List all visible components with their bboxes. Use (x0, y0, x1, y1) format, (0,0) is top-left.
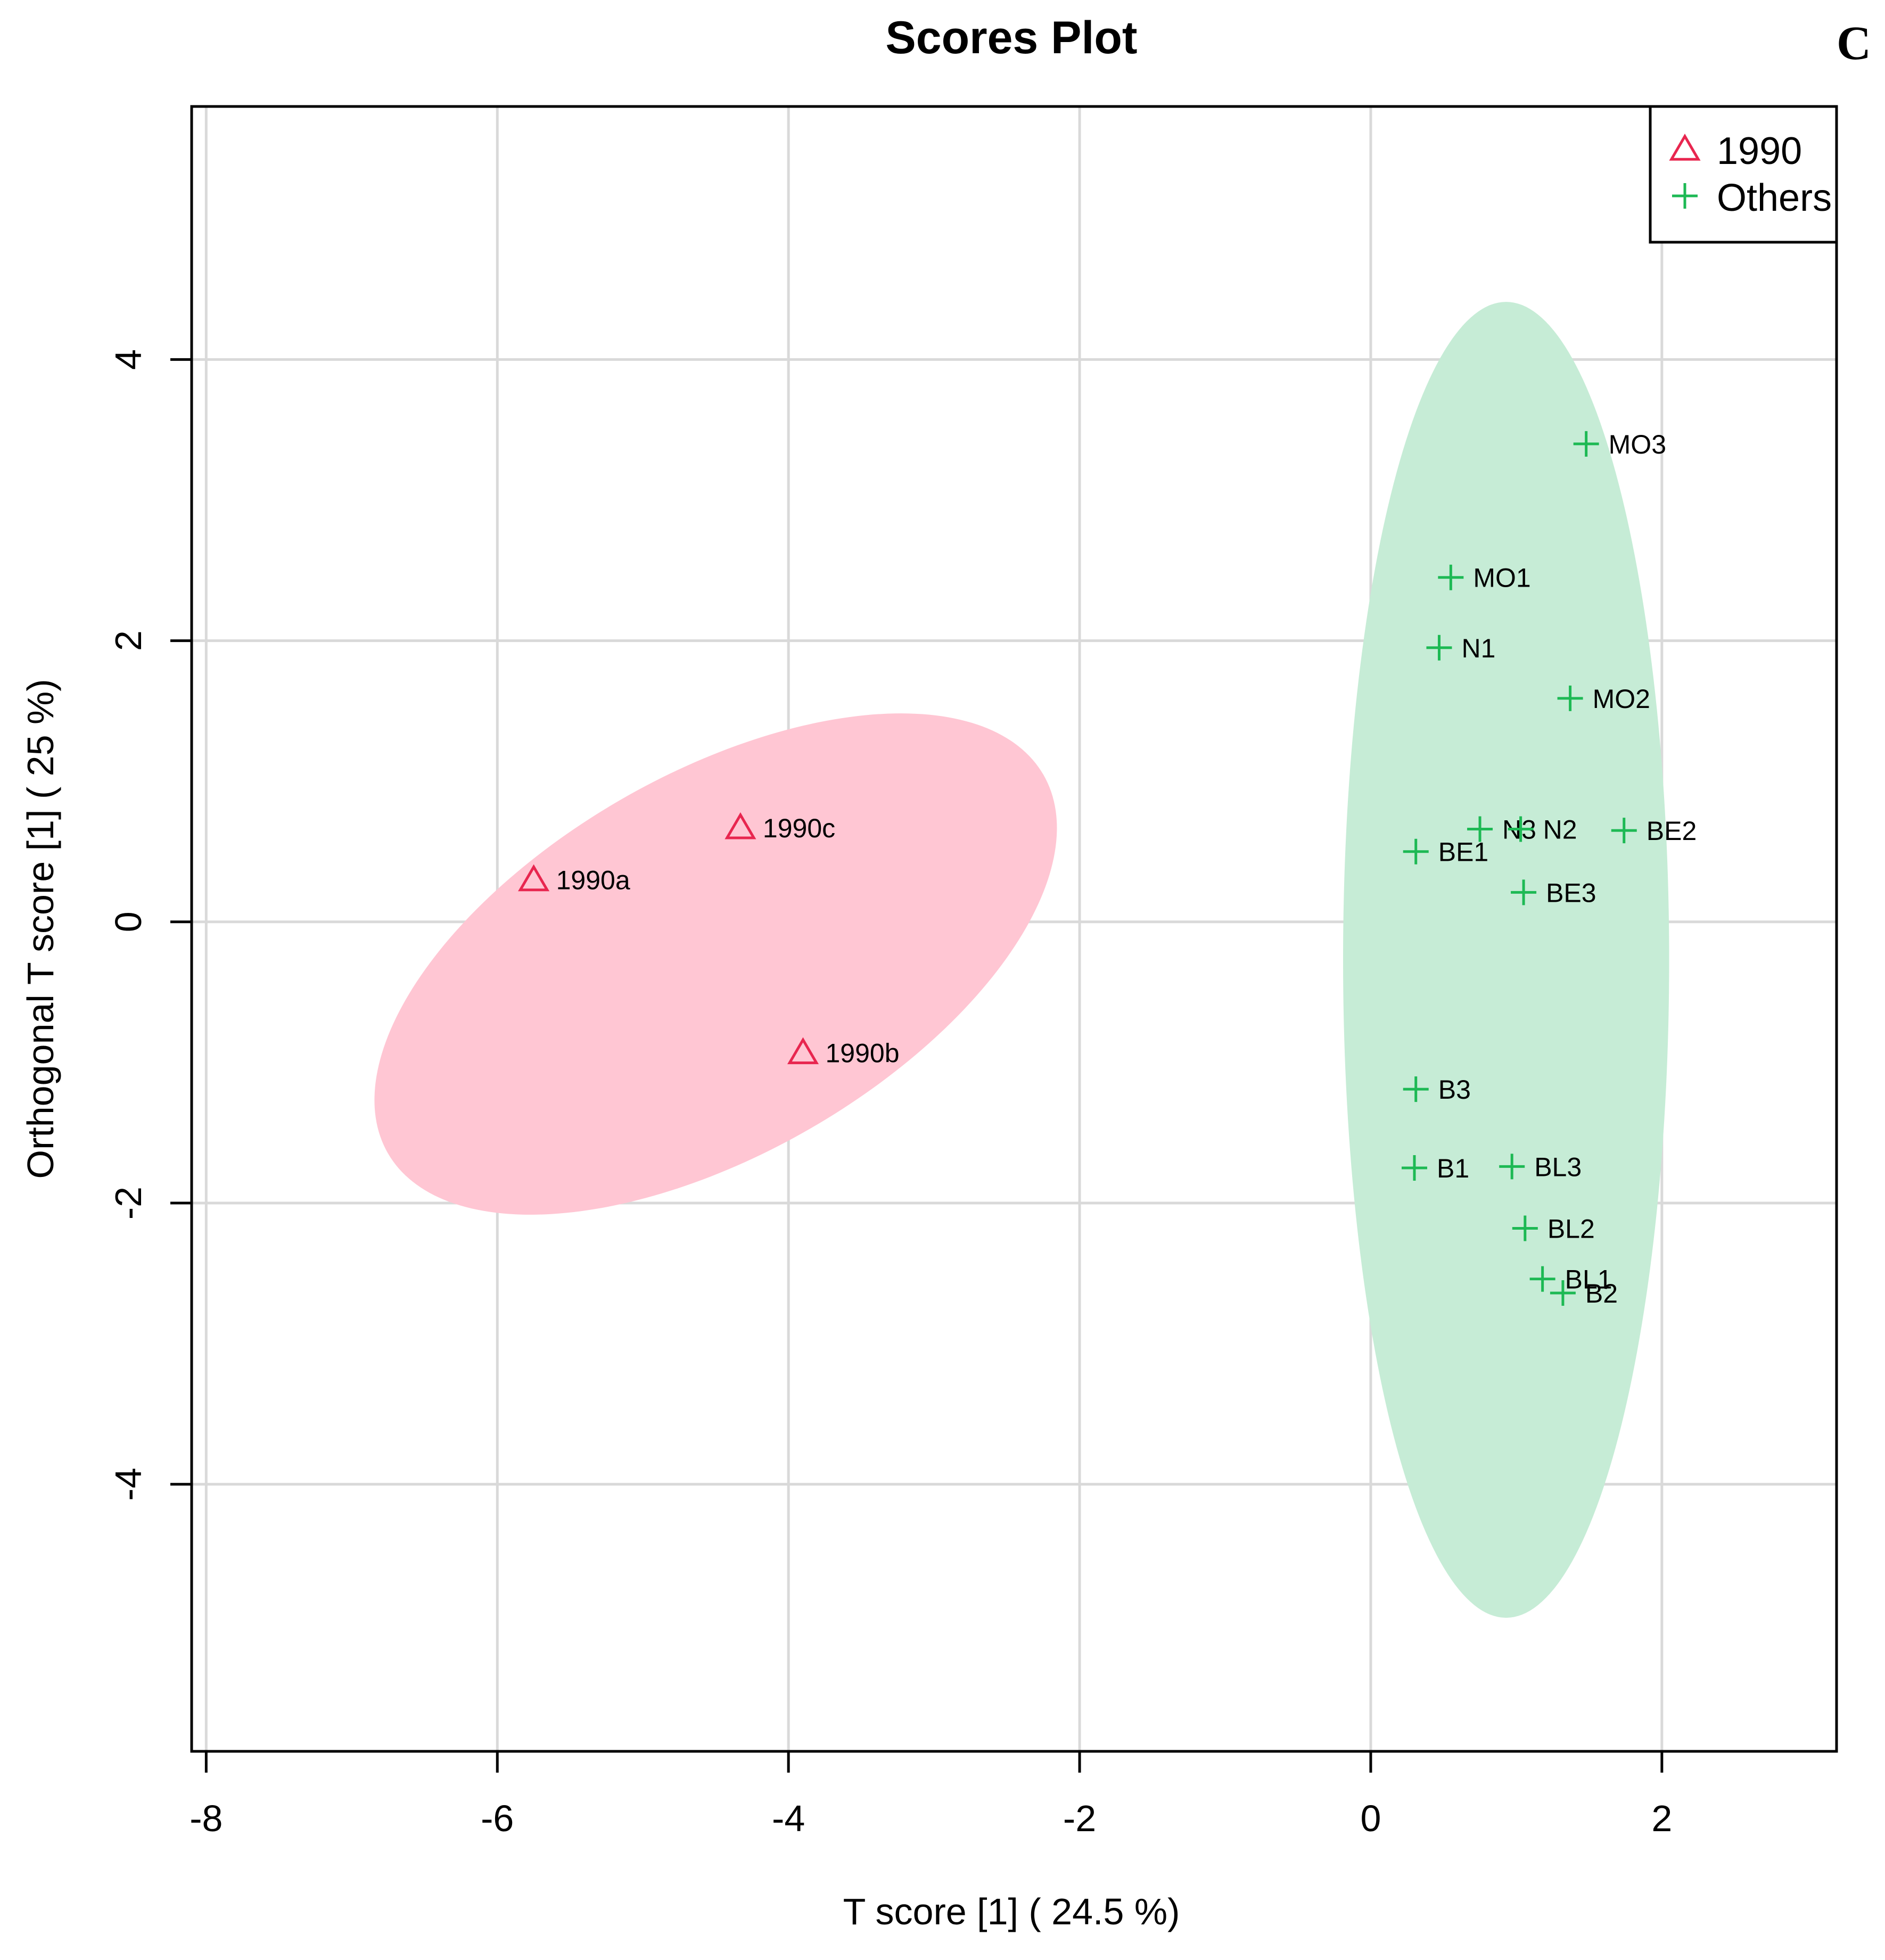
x-tick-label: -6 (481, 1798, 514, 1839)
point-label-BE3: BE3 (1546, 878, 1596, 908)
point-marker-1990a (518, 864, 550, 892)
y-tick-label: -2 (108, 1187, 149, 1220)
y-axis: -4 -2 0 2 4 (108, 349, 192, 1501)
x-axis-label: T score [1] ( 24.5 %) (843, 1891, 1180, 1932)
point-label-BL3: BL3 (1534, 1152, 1582, 1182)
point-label-B1: B1 (1437, 1154, 1469, 1183)
y-tick-label: 0 (108, 911, 149, 932)
point-marker-BE3 (1511, 879, 1537, 905)
legend: 1990 Others (1649, 105, 1838, 244)
point-label-1990c: 1990c (763, 813, 835, 843)
point-marker-N2 (1508, 816, 1534, 842)
confidence-ellipse-1990 (374, 713, 1057, 1215)
point-marker-MO2 (1557, 685, 1583, 711)
point-label-N2: N2 (1543, 814, 1577, 844)
legend-box (1649, 105, 1838, 244)
y-tick-label: 2 (108, 630, 149, 651)
point-label-BE1: BE1 (1438, 837, 1489, 867)
panel-label: C (1837, 17, 1871, 70)
confidence-ellipses (374, 302, 1669, 1618)
point-marker-N1 (1426, 635, 1452, 661)
point-marker-B3 (1403, 1076, 1429, 1102)
point-label-1990a: 1990a (556, 866, 630, 895)
y-axis-label: Orthogonal T score [1] ( 25 %) (20, 679, 61, 1179)
point-marker-BL1 (1529, 1266, 1555, 1292)
x-axis: -8 -6 -4 -2 0 2 (190, 1751, 1672, 1839)
legend-label-others: Others (1717, 177, 1832, 219)
x-tick-label: -8 (190, 1798, 223, 1839)
point-label-B3: B3 (1438, 1075, 1471, 1105)
point-label-BE2: BE2 (1647, 816, 1697, 846)
point-marker-B2 (1550, 1280, 1576, 1306)
legend-marker-1990 (1669, 134, 1701, 161)
point-label-BL2: BL2 (1547, 1214, 1595, 1244)
point-marker-N3 (1467, 816, 1493, 842)
plot-frame (190, 105, 1838, 1753)
point-marker-BE1 (1403, 838, 1429, 864)
point-marker-1990c (725, 812, 756, 839)
legend-marker-Others (1672, 183, 1698, 209)
point-label-MO1: MO1 (1473, 563, 1530, 593)
point-marker-MO1 (1438, 564, 1464, 590)
point-label-MO2: MO2 (1593, 684, 1650, 714)
point-marker-MO3 (1573, 431, 1599, 457)
y-tick-label: 4 (108, 349, 149, 370)
point-label-N1: N1 (1461, 633, 1495, 663)
x-tick-label: -4 (772, 1798, 805, 1839)
point-marker-BL3 (1499, 1154, 1525, 1180)
point-label-1990b: 1990b (825, 1038, 899, 1068)
x-tick-label: -2 (1063, 1798, 1096, 1839)
point-label-B2: B2 (1585, 1279, 1618, 1308)
chart-title: Scores Plot (885, 12, 1137, 63)
confidence-ellipse-others (1343, 302, 1669, 1618)
point-marker-BL2 (1512, 1215, 1538, 1241)
x-tick-label: 0 (1360, 1798, 1381, 1839)
point-label-MO3: MO3 (1609, 430, 1666, 459)
legend-label-1990: 1990 (1717, 130, 1802, 172)
point-marker-BE2 (1611, 818, 1637, 844)
y-tick-label: -4 (108, 1468, 149, 1501)
point-marker-1990b (787, 1037, 819, 1065)
point-label-BL1: BL1 (1565, 1265, 1612, 1295)
x-tick-label: 2 (1651, 1798, 1672, 1839)
point-marker-B1 (1401, 1155, 1427, 1181)
